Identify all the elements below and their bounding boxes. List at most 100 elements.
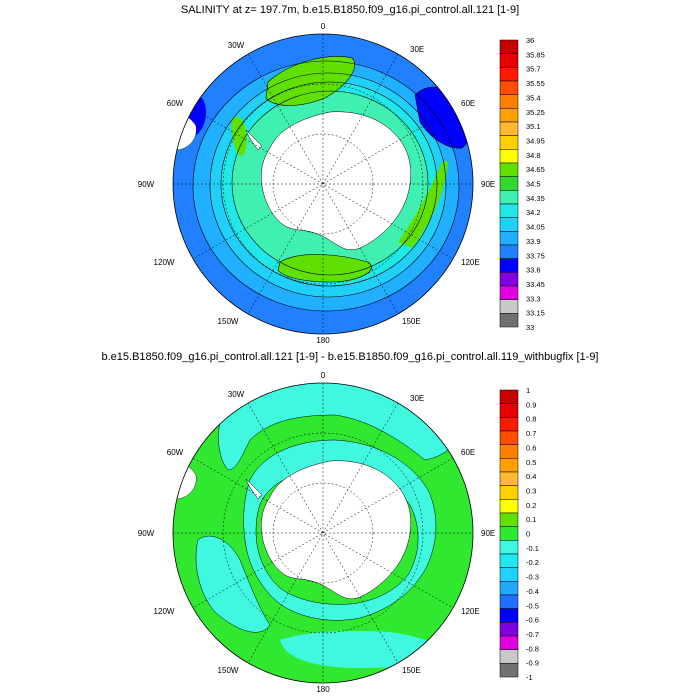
longitude-label: 60W	[167, 99, 184, 108]
neg-region-pacific	[195, 536, 270, 633]
colorbar-swatch	[499, 244, 519, 259]
map-border	[172, 382, 474, 684]
longitude-label: 120W	[154, 607, 175, 616]
colorbar-tick-label: 0.5	[526, 458, 536, 467]
colorbar-tick-label: -0.6	[526, 616, 539, 625]
contour-line	[243, 439, 437, 621]
colorbar-swatch	[499, 299, 519, 314]
colorbar-tick-label: 0.4	[526, 472, 536, 481]
colorbar-swatch	[499, 553, 519, 568]
colorbar-swatch	[499, 512, 519, 527]
amundsen-green	[231, 116, 247, 156]
colorbar-swatch	[499, 444, 519, 459]
contour-line	[192, 60, 460, 312]
longitude-label: 150E	[402, 666, 421, 675]
colorbar-swatch	[499, 608, 519, 623]
colorbar-swatch	[499, 471, 519, 486]
salinity-polar-map: 0 30E 60E 90E 120E 150E 180 150W 120W 90W 60W 30W	[138, 22, 495, 345]
colorbar-tick-label: 34.8	[526, 151, 541, 160]
colorbar-swatch	[499, 272, 519, 287]
longitude-label: 30E	[410, 394, 424, 403]
colorbar-swatch	[499, 403, 519, 418]
longitude-label: 60W	[167, 448, 184, 457]
colorbar-tick-label: 33	[526, 323, 534, 332]
colorbar-tick-label: 0	[526, 530, 530, 539]
colorbar-tick-label: 0.3	[526, 486, 536, 495]
colorbar-tick-label: -0.3	[526, 573, 539, 582]
longitude-label: 90W	[138, 180, 155, 189]
colorbar-tick-label: 35.1	[526, 122, 541, 131]
colorbar-tick-label: 0.2	[526, 501, 536, 510]
graticule	[173, 34, 473, 334]
colorbar-swatch	[499, 190, 519, 205]
longitude-label: 120W	[154, 258, 175, 267]
colorbar-tick-label: 36	[526, 36, 534, 45]
colorbar-tick-label: -0.9	[526, 659, 539, 668]
longitude-label: 30E	[410, 45, 424, 54]
colorbar-tick-label: 1	[526, 386, 530, 395]
colorbar-tick-label: -0.5	[526, 601, 539, 610]
colorbar-tick-label: -0.7	[526, 630, 539, 639]
colorbar-tick-label: 33.75	[526, 251, 545, 260]
colorbar-tick-label: 35.7	[526, 65, 541, 74]
colorbar-swatch	[499, 121, 519, 136]
graticule	[173, 383, 473, 683]
colorbar-tick-label: 35.55	[526, 79, 545, 88]
ross-green	[278, 254, 372, 282]
colorbar-swatch	[499, 285, 519, 300]
colorbar-swatch	[499, 203, 519, 218]
colorbar-swatch	[499, 162, 519, 177]
colorbar-tick-label: 33.9	[526, 237, 541, 246]
colorbar-tick-label: 35.85	[526, 50, 545, 59]
colorbar-swatch	[499, 540, 519, 555]
longitude-labels: 0 30E 60E 90E 120E 150E 180 150W 120W 90W 60W 30W	[138, 371, 495, 694]
map1-title: SALINITY at z= 197.7m, b.e15.B1850.f09_g…	[180, 4, 520, 16]
colorbar-swatch	[499, 485, 519, 500]
colorbar-swatch	[499, 108, 519, 123]
colorbar-swatch	[499, 389, 519, 404]
colorbar-tick-label: 0.6	[526, 443, 536, 452]
contour-line	[231, 90, 429, 276]
colorbar-tick-label: -0.4	[526, 587, 539, 596]
colorbar-swatch	[499, 258, 519, 273]
longitude-label: 120E	[461, 258, 480, 267]
colorbar-swatch	[499, 313, 519, 328]
colorbar-swatch	[499, 80, 519, 95]
colorbar-swatch	[499, 53, 519, 68]
colorbar-swatch	[499, 622, 519, 637]
longitude-label: 0	[321, 371, 326, 380]
colorbar-tick-label: 33.45	[526, 280, 545, 289]
longitude-label: 150W	[218, 666, 239, 675]
colorbar-tick-label: 35.25	[526, 108, 545, 117]
longitude-label: 150E	[402, 317, 421, 326]
difference-polar-map: 0 30E 60E 90E 120E 150E 180 150W 120W 90W 60W 30W	[138, 371, 495, 694]
difference-colorbar: 1 0.9 0.8 0.7 0.6 0.5 0.4 0.3 0.2 0.1 0 -0.1 -0.2 -0.…	[499, 386, 539, 682]
colorbar-swatch	[499, 567, 519, 582]
longitude-label: 180	[316, 685, 330, 694]
longitude-label: 90E	[481, 529, 495, 538]
colorbar-swatch	[499, 526, 519, 541]
colorbar-swatch	[499, 649, 519, 664]
colorbar-tick-label: 0.7	[526, 429, 536, 438]
longitude-label: 90E	[481, 180, 495, 189]
colorbar-tick-label: 33.6	[526, 266, 541, 275]
colorbar-tick-label: 34.05	[526, 223, 545, 232]
longitude-label: 30W	[228, 41, 245, 50]
colorbar-swatch	[499, 594, 519, 609]
colorbar-tick-label: -1	[526, 673, 533, 682]
colorbar-swatch	[499, 217, 519, 232]
longitude-label: 0	[321, 22, 326, 31]
longitude-label: 180	[316, 336, 330, 345]
colorbar-swatch	[499, 430, 519, 445]
colorbar-tick-label: 34.95	[526, 136, 545, 145]
colorbar-swatch	[499, 67, 519, 82]
longitude-label: 30W	[228, 390, 245, 399]
colorbar-swatch	[499, 499, 519, 514]
longitude-label: 150W	[218, 317, 239, 326]
colorbar-swatch	[499, 663, 519, 678]
longitude-labels: 0 30E 60E 90E 120E 150E 180 150W 120W 90W 60W 30W	[138, 22, 495, 345]
colorbar-tick-label: 34.35	[526, 194, 545, 203]
longitude-label: 60E	[461, 99, 475, 108]
colorbar-swatch	[499, 39, 519, 54]
